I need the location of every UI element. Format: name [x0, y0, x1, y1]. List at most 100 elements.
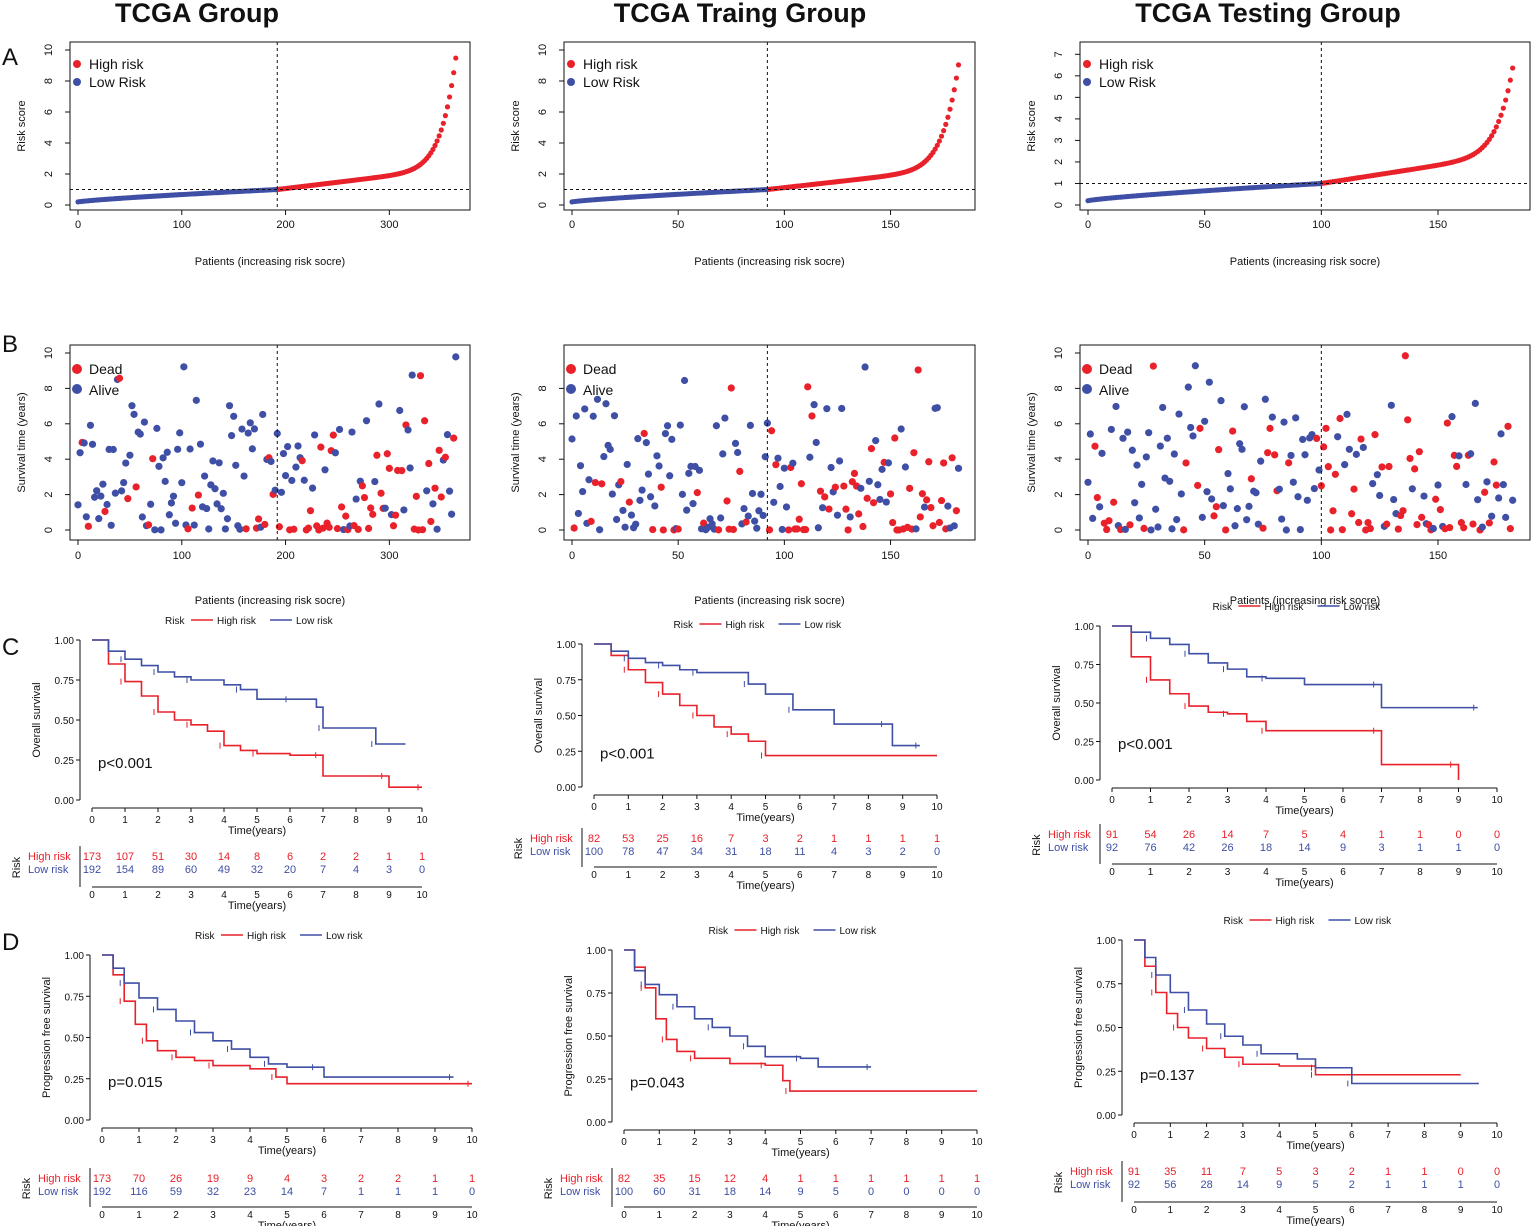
table-x-tick-label: 9 [386, 890, 392, 901]
y-axis-label: Progression free survival [41, 977, 53, 1098]
status-point [1189, 432, 1197, 440]
status-point [188, 504, 196, 512]
status-point [194, 491, 202, 499]
status-point [155, 462, 163, 470]
status-point [1103, 525, 1111, 534]
status-plot-frame [1079, 344, 1531, 541]
y-tick-label: 6 [1053, 421, 1065, 427]
status-point [221, 525, 229, 533]
status-point [1474, 496, 1482, 504]
status-point [117, 487, 126, 495]
status-point [1128, 446, 1136, 454]
km-curve-high [102, 954, 472, 1085]
km-legend-title: Risk [709, 926, 729, 937]
table-x-tick-label: 9 [432, 1210, 438, 1221]
table-high-cell: 91 [1128, 1166, 1140, 1178]
status-point [593, 395, 602, 403]
table-high-cell: 2 [320, 851, 326, 863]
x-axis-label: Time(years) [258, 1145, 316, 1157]
table-high-cell: 54 [1144, 829, 1156, 841]
status-plot-frame [563, 344, 976, 541]
status-point [404, 426, 412, 434]
status-point [685, 469, 693, 477]
y-tick-label: 0.00 [65, 1116, 85, 1127]
km-legend-high-label: High risk [1265, 602, 1305, 613]
status-point [1292, 414, 1300, 422]
status-point [872, 437, 880, 445]
status-point [867, 445, 876, 453]
table-low-cell: 1 [1417, 842, 1423, 854]
risk-point [943, 121, 949, 127]
status-point [201, 472, 209, 480]
table-high-cell: 11 [1201, 1166, 1212, 1178]
status-point [1369, 480, 1377, 488]
x-axis-label: Patients (increasing risk socre) [195, 256, 345, 268]
table-low-cell: 23 [244, 1186, 256, 1198]
x-tick-label: 0 [89, 815, 95, 826]
y-tick-label: 0.25 [1075, 738, 1095, 749]
status-point [74, 501, 82, 509]
table-x-tick-label: 2 [173, 1210, 179, 1221]
x-tick-label: 3 [694, 802, 700, 813]
y-tick-label: 8 [1053, 385, 1065, 391]
status-point [802, 526, 810, 534]
y-axis-label: Overall survival [31, 682, 43, 757]
status-point [329, 431, 337, 439]
y-axis-label: Overall survival [533, 678, 545, 753]
table-high-cell: 1 [386, 851, 392, 863]
status-point [723, 497, 731, 505]
x-tick-label: 100 [775, 550, 793, 562]
table-x-tick-label: 1 [1168, 1205, 1174, 1216]
table-low-cell: 4 [353, 864, 359, 876]
risk-point [934, 142, 940, 148]
table-x-tick-label: 0 [1131, 1205, 1137, 1216]
status-point [876, 495, 884, 504]
status-point [290, 525, 298, 533]
table-high-cell: 7 [1240, 1166, 1246, 1178]
status-point [821, 493, 829, 501]
x-tick-label: 7 [358, 1135, 364, 1146]
status-point [1485, 519, 1493, 527]
status-point [944, 502, 952, 510]
status-point [1163, 434, 1171, 442]
y-axis-label: Survival time (years) [510, 392, 522, 492]
y-tick-label: 4 [537, 456, 549, 462]
status-point [423, 487, 431, 495]
legend-high-label: High risk [89, 56, 144, 72]
table-low-cell: 0 [469, 1186, 475, 1198]
status-point [1289, 478, 1297, 486]
table-low-cell: 1 [395, 1186, 401, 1198]
status-point [1504, 422, 1512, 430]
x-tick-label: 50 [1199, 219, 1211, 231]
status-point [1084, 478, 1092, 486]
table-high-cell: 15 [688, 1173, 700, 1185]
status-point [288, 476, 296, 485]
y-tick-label: 6 [537, 421, 549, 427]
row-label-b: B [2, 331, 18, 358]
status-point [859, 522, 867, 531]
x-tick-label: 8 [395, 1135, 401, 1146]
status-point [782, 503, 791, 511]
table-low-cell: 78 [622, 846, 634, 858]
status-point [714, 526, 723, 534]
x-axis-label: Time(years) [736, 812, 794, 824]
status-point [1259, 524, 1267, 532]
table-low-cell: 2 [1349, 1179, 1355, 1191]
table-high-cell: 26 [1183, 829, 1195, 841]
risk-point [941, 128, 947, 134]
risk-point [444, 104, 451, 110]
y-tick-label: 0.00 [1097, 1111, 1117, 1122]
status-point [1089, 514, 1097, 523]
status-point [1280, 418, 1288, 426]
table-high-cell: 173 [83, 851, 101, 863]
status-point [1366, 524, 1374, 533]
status-point [375, 400, 383, 408]
x-tick-label: 3 [727, 1137, 733, 1148]
y-tick-label: 0.00 [587, 1118, 607, 1129]
table-low-cell: 34 [691, 846, 703, 858]
x-axis-label: Patients (increasing risk socre) [694, 595, 844, 607]
status-point [1278, 515, 1286, 523]
table-x-tick-label: 2 [660, 870, 666, 881]
status-point [1168, 525, 1176, 533]
status-point [1495, 494, 1503, 502]
